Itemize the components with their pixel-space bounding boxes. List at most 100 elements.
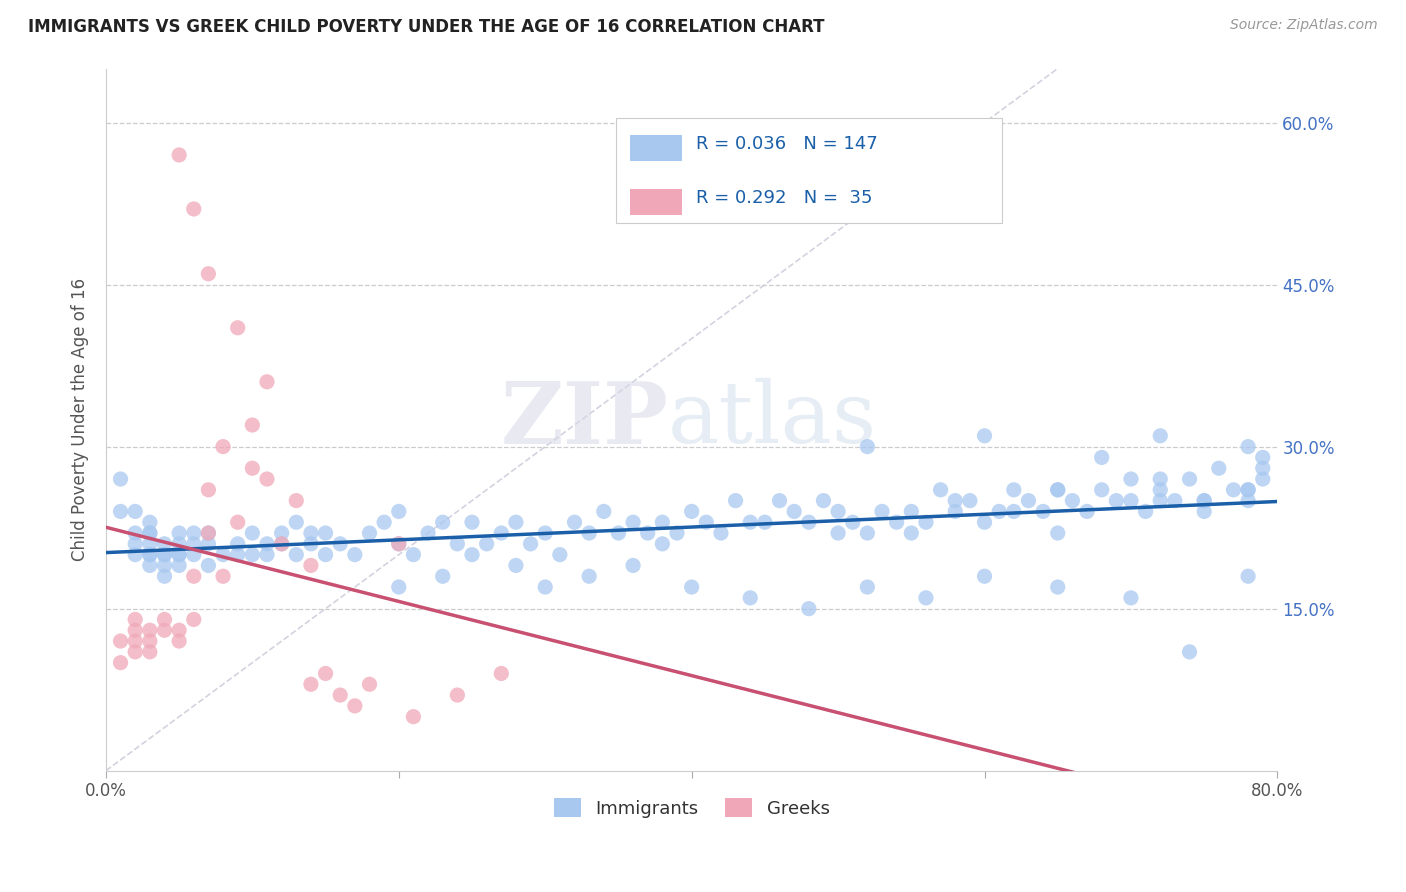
Text: atlas: atlas: [668, 378, 877, 461]
Point: [870, 504, 893, 518]
Point: [651, 515, 673, 529]
Point: [1046, 526, 1069, 541]
Point: [285, 493, 308, 508]
Point: [197, 526, 219, 541]
Point: [491, 526, 513, 541]
Point: [681, 580, 703, 594]
Point: [1222, 483, 1244, 497]
Point: [183, 202, 205, 216]
Legend: Immigrants, Greeks: Immigrants, Greeks: [547, 791, 837, 825]
Point: [167, 548, 190, 562]
Point: [388, 580, 411, 594]
Point: [886, 515, 908, 529]
Point: [299, 537, 322, 551]
Point: [153, 537, 176, 551]
Point: [637, 526, 659, 541]
Point: [240, 461, 263, 475]
Point: [388, 504, 411, 518]
Point: [256, 537, 278, 551]
Point: [270, 526, 292, 541]
Point: [197, 558, 219, 573]
Point: [1091, 483, 1114, 497]
Point: [270, 537, 292, 551]
Point: [197, 537, 219, 551]
Point: [212, 440, 235, 454]
Point: [856, 526, 879, 541]
Point: [139, 548, 162, 562]
Point: [124, 612, 146, 626]
Point: [167, 634, 190, 648]
Point: [1046, 580, 1069, 594]
Point: [402, 709, 425, 723]
Point: [505, 515, 527, 529]
Point: [240, 526, 263, 541]
Point: [183, 569, 205, 583]
Point: [446, 688, 468, 702]
Point: [827, 526, 849, 541]
Point: [797, 515, 820, 529]
FancyBboxPatch shape: [616, 118, 1002, 223]
Point: [1105, 493, 1128, 508]
Point: [1149, 429, 1171, 443]
Point: [167, 537, 190, 551]
Point: [153, 548, 176, 562]
Point: [285, 515, 308, 529]
Point: [1149, 472, 1171, 486]
Point: [461, 515, 484, 529]
Point: [1208, 461, 1230, 475]
Point: [124, 526, 146, 541]
Point: [153, 569, 176, 583]
Point: [1002, 483, 1025, 497]
Point: [973, 429, 995, 443]
Point: [256, 472, 278, 486]
Point: [1119, 591, 1142, 605]
Point: [1178, 645, 1201, 659]
Point: [1237, 569, 1260, 583]
Point: [915, 591, 938, 605]
Point: [153, 558, 176, 573]
Point: [1046, 483, 1069, 497]
Point: [226, 537, 249, 551]
Point: [373, 515, 395, 529]
Point: [621, 558, 644, 573]
Point: [813, 493, 835, 508]
Point: [929, 483, 952, 497]
Point: [256, 548, 278, 562]
Point: [710, 526, 733, 541]
Point: [388, 537, 411, 551]
Point: [299, 526, 322, 541]
Point: [315, 548, 337, 562]
Point: [139, 645, 162, 659]
Point: [183, 537, 205, 551]
Point: [1237, 493, 1260, 508]
Point: [110, 656, 132, 670]
Point: [124, 645, 146, 659]
Point: [139, 526, 162, 541]
Point: [841, 515, 863, 529]
Point: [505, 558, 527, 573]
Point: [1149, 493, 1171, 508]
Point: [1119, 493, 1142, 508]
Point: [1091, 450, 1114, 465]
Point: [797, 601, 820, 615]
Point: [1076, 504, 1098, 518]
Point: [564, 515, 586, 529]
Point: [1237, 440, 1260, 454]
Point: [695, 515, 717, 529]
Point: [167, 548, 190, 562]
Point: [240, 417, 263, 432]
Point: [139, 548, 162, 562]
Point: [343, 698, 366, 713]
Point: [1002, 504, 1025, 518]
Point: [270, 537, 292, 551]
Point: [900, 504, 922, 518]
Point: [153, 548, 176, 562]
Point: [1149, 483, 1171, 497]
Point: [285, 548, 308, 562]
Point: [167, 148, 190, 162]
Point: [124, 537, 146, 551]
Y-axis label: Child Poverty Under the Age of 16: Child Poverty Under the Age of 16: [72, 278, 89, 561]
Point: [1251, 461, 1274, 475]
Point: [856, 440, 879, 454]
Point: [740, 515, 762, 529]
